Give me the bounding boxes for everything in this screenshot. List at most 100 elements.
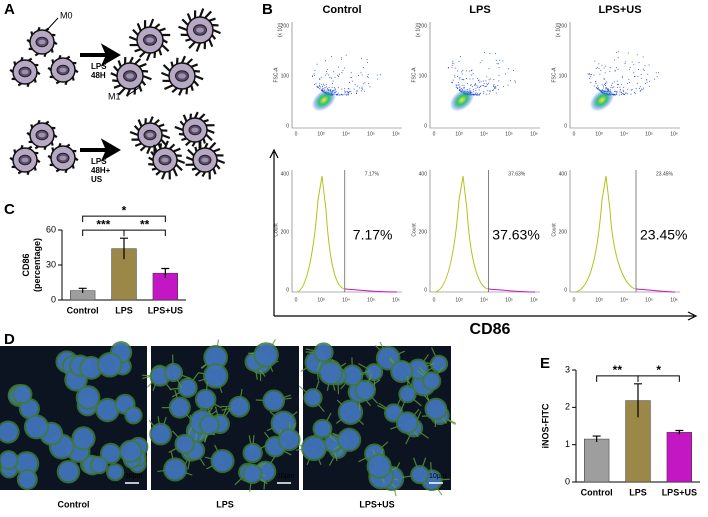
event-dot [614, 69, 616, 71]
event-dot [460, 88, 462, 90]
event-dot [456, 70, 458, 72]
event-dot [313, 74, 315, 76]
event-dot [588, 77, 590, 79]
cell-nucleus [392, 361, 412, 381]
condition-label: LPS [91, 157, 107, 166]
event-dot [634, 92, 636, 94]
event-dot [324, 74, 326, 76]
event-dot [484, 86, 486, 88]
event-dot [469, 88, 471, 90]
nucleus-inner [126, 73, 134, 79]
event-dot [616, 84, 618, 86]
condition-label: US [91, 175, 103, 184]
event-dot [486, 76, 488, 78]
event-dot [621, 93, 623, 95]
event-dot [347, 93, 349, 95]
event-dot [465, 78, 467, 80]
significance-label: ** [613, 363, 623, 377]
significance-label: ** [140, 217, 150, 231]
event-dot [459, 88, 461, 90]
event-dot [610, 85, 612, 87]
tick-label: 200 [419, 229, 428, 235]
event-dot [350, 76, 352, 78]
event-dot [337, 92, 339, 94]
event-dot [497, 85, 499, 87]
cell-nucleus [176, 435, 193, 453]
cell-nucleus [165, 364, 182, 381]
event-dot [348, 82, 350, 84]
event-dot [615, 91, 617, 93]
event-dot [513, 69, 515, 71]
event-dot [502, 60, 504, 62]
event-dot [492, 89, 494, 91]
tick-label: 10³ [317, 131, 325, 137]
event-dot [502, 86, 504, 88]
event-dot [359, 87, 361, 89]
event-dot [311, 76, 313, 78]
tick-label: 0 [564, 287, 567, 293]
event-dot [463, 84, 465, 86]
event-dot [603, 67, 605, 69]
event-dot [448, 66, 450, 68]
event-dot [364, 82, 366, 84]
tick-label: 100 [419, 73, 428, 79]
event-dot [646, 81, 648, 83]
event-dot [483, 80, 485, 82]
event-dot [604, 72, 606, 74]
event-dot [479, 93, 481, 95]
event-dot [475, 89, 477, 91]
event-dot [478, 94, 480, 96]
event-dot [495, 85, 497, 87]
event-dot [472, 72, 474, 74]
event-dot [361, 74, 363, 76]
bar [584, 438, 610, 483]
event-dot [366, 62, 368, 64]
event-dot [642, 68, 644, 70]
cell-nucleus [409, 360, 427, 378]
x-tick-label: Control [581, 487, 613, 497]
cell-nucleus [320, 362, 341, 384]
arrow [80, 43, 121, 67]
event-dot [456, 85, 458, 87]
axis-unit: (x 10³) [415, 22, 421, 37]
cell-nucleus [244, 465, 261, 483]
axis-label: FSC-A [551, 67, 557, 83]
event-dot [331, 77, 333, 79]
event-dot [474, 93, 476, 95]
column-title: Control [322, 4, 361, 16]
cell-nucleus [230, 397, 249, 416]
cell-process [47, 54, 79, 86]
event-dot [475, 94, 477, 96]
event-dot [495, 87, 497, 89]
event-dot [319, 88, 321, 90]
event-dot [324, 86, 326, 88]
event-dot [328, 74, 330, 76]
event-dot [649, 80, 651, 82]
event-dot [629, 66, 631, 68]
event-dot [338, 75, 340, 77]
event-dot [460, 56, 462, 58]
cell-nucleus [165, 459, 186, 480]
event-dot [361, 86, 363, 88]
event-dot [477, 92, 479, 94]
event-dot [595, 83, 597, 85]
event-dot [508, 68, 510, 70]
event-dot [452, 79, 454, 81]
event-dot [489, 90, 491, 92]
event-dot [326, 69, 328, 71]
event-dot [488, 79, 490, 81]
tick-label: 10⁴ [620, 131, 628, 137]
event-dot [614, 94, 616, 96]
tick-label: 10⁵ [367, 297, 375, 303]
event-dot [616, 80, 618, 82]
significance-bracket [82, 215, 166, 223]
axis-unit: (x 10³) [555, 22, 561, 37]
micrograph-caption: LPS [216, 499, 234, 509]
event-dot [322, 87, 324, 89]
significance-label: * [656, 363, 661, 377]
condition-label: LPS [91, 62, 107, 71]
event-dot [636, 54, 638, 56]
event-dot [344, 91, 346, 93]
event-dot [328, 87, 330, 89]
event-dot [601, 65, 603, 67]
